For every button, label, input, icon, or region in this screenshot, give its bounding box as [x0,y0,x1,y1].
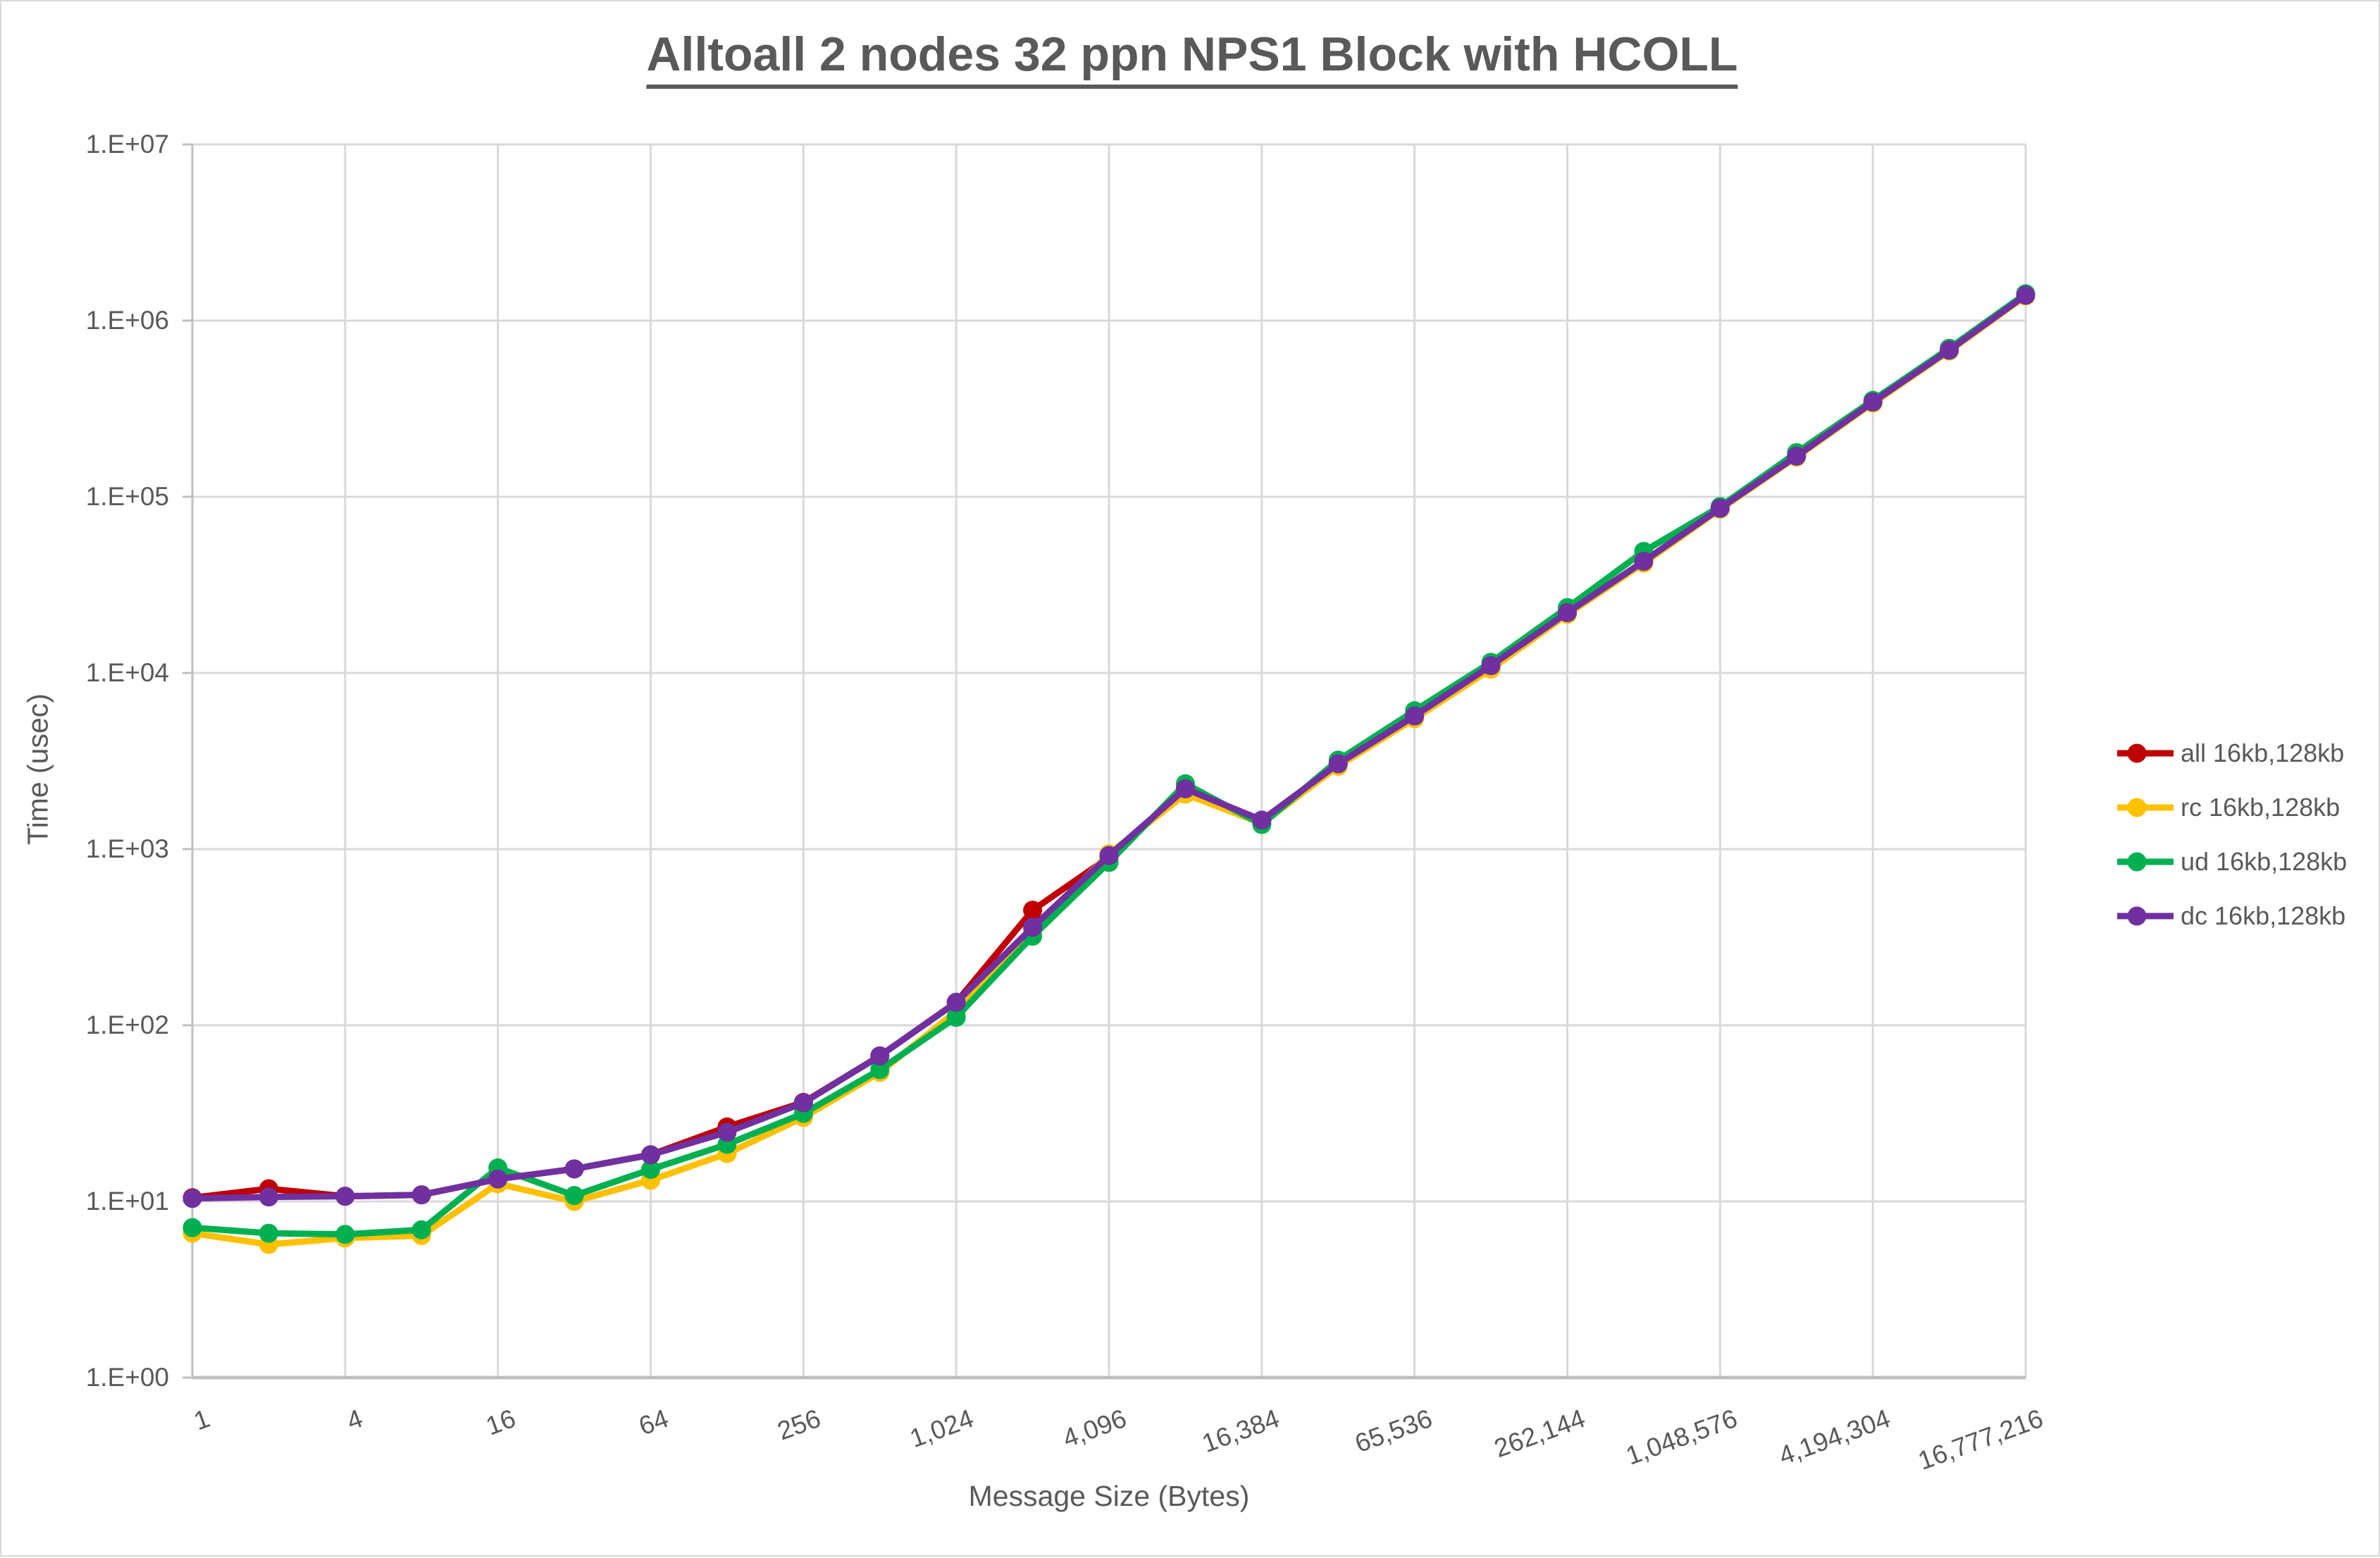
chart-title: Alltoall 2 nodes 32 ppn NPS1 Block with … [646,27,1737,89]
data-point-dc [794,1094,813,1113]
data-point-ud [412,1220,431,1239]
plot-area [1,1,2380,1558]
y-tick-label: 1.E+00 [28,1362,169,1393]
data-point-dc [259,1187,278,1206]
data-point-ud [259,1224,278,1243]
y-tick-label: 1.E+02 [28,1010,169,1041]
data-point-dc [717,1123,736,1142]
legend-label: ud 16kb,128kb [2181,847,2347,877]
data-point-dc [1940,340,1959,359]
y-tick-label: 1.E+01 [28,1186,169,1217]
data-point-dc [1329,754,1348,773]
data-point-dc [947,993,966,1012]
legend-item-ud: ud 16kb,128kb [2117,834,2347,889]
y-axis-title: Time (usec) [22,643,55,896]
y-tick-label: 1.E+05 [28,481,169,512]
data-point-dc [1023,917,1042,936]
data-point-dc [1405,707,1424,726]
legend-item-dc: dc 16kb,128kb [2117,889,2347,943]
data-point-ud [565,1186,584,1205]
data-point-dc [1558,603,1577,622]
data-point-dc [412,1185,431,1204]
data-point-dc [870,1046,889,1065]
data-point-dc [1864,392,1883,412]
data-point-dc [1787,447,1806,466]
legend-marker-icon [2117,851,2174,872]
legend-label: dc 16kb,128kb [2181,901,2345,931]
data-point-dc [1100,846,1119,865]
data-point-dc [1176,779,1195,798]
legend-item-all: all 16kb,128kb [2117,726,2347,780]
data-point-dc [1482,656,1501,675]
data-point-ud [183,1218,202,1237]
y-tick-label: 1.E+06 [28,305,169,336]
data-point-dc [565,1159,584,1178]
data-point-dc [183,1189,202,1208]
legend: all 16kb,128kb rc 16kb,128kb ud 16kb,128kb… [2117,726,2347,943]
data-point-dc [641,1145,660,1164]
legend-marker-icon [2117,797,2174,818]
data-point-dc [488,1170,507,1189]
x-axis-title: Message Size (Bytes) [969,1480,1250,1513]
legend-marker-icon [2117,905,2174,927]
data-point-dc [1711,499,1730,518]
data-point-dc [1634,552,1653,571]
data-point-dc [2016,286,2035,305]
chart: Alltoall 2 nodes 32 ppn NPS1 Block with … [1,1,2379,1555]
legend-label: all 16kb,128kb [2181,738,2344,768]
legend-item-rc: rc 16kb,128kb [2117,780,2347,834]
y-tick-label: 1.E+07 [28,129,169,160]
data-point-ud [335,1225,354,1244]
data-point-dc [335,1187,354,1206]
legend-label: rc 16kb,128kb [2181,793,2340,822]
data-point-dc [1252,810,1271,829]
legend-marker-icon [2117,743,2174,764]
